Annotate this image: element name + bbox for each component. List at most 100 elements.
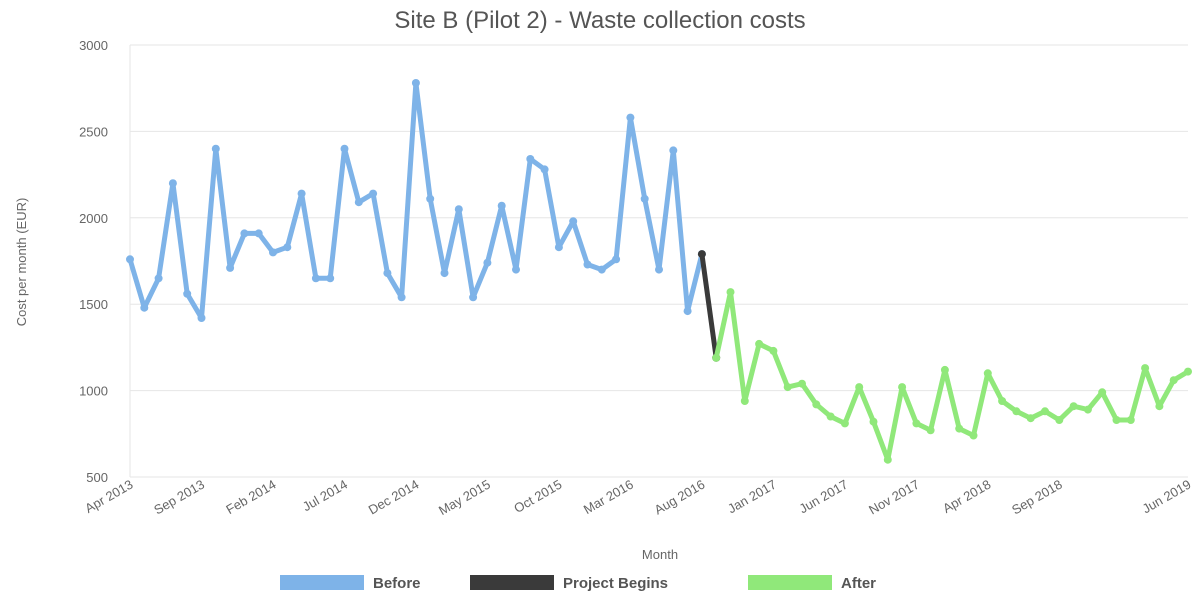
data-point: [969, 431, 978, 440]
x-axis-title: Month: [642, 547, 678, 562]
data-point: [726, 288, 735, 297]
legend-item: Project Begins: [470, 575, 668, 592]
data-point: [326, 274, 335, 283]
data-point: [311, 274, 320, 283]
series-layer: [126, 79, 1192, 464]
data-point: [755, 339, 764, 348]
data-point: [1069, 402, 1078, 411]
x-tick-label: Apr 2018: [940, 477, 993, 516]
data-point: [283, 243, 292, 252]
series-line: [127, 80, 705, 321]
data-point: [1126, 416, 1135, 424]
x-tick-label: Feb 2014: [223, 477, 278, 517]
data-point: [1169, 376, 1178, 385]
data-point: [211, 144, 220, 153]
data-point: [269, 248, 277, 257]
data-point: [183, 289, 192, 298]
y-tick-label: 1500: [79, 297, 108, 312]
x-tick-label: Sep 2013: [151, 477, 207, 518]
data-point: [554, 243, 563, 252]
data-point: [1098, 388, 1107, 397]
data-point: [855, 383, 864, 392]
data-point: [154, 274, 163, 283]
data-point: [583, 260, 592, 269]
data-point: [1112, 416, 1121, 424]
data-point: [354, 198, 363, 207]
y-axis: 500 1000 1500 2000 2500 3000: [79, 38, 108, 485]
data-point: [1041, 407, 1049, 416]
data-point: [655, 265, 663, 274]
data-point: [869, 417, 878, 426]
data-point: [612, 255, 621, 264]
series-line: [699, 251, 719, 361]
data-point: [597, 265, 606, 274]
data-point: [526, 155, 535, 163]
data-point: [712, 353, 721, 362]
legend-label: Before: [373, 575, 421, 592]
legend-swatch: [280, 575, 364, 590]
data-point: [483, 258, 492, 267]
series-line: [713, 289, 1191, 463]
data-point: [783, 383, 792, 392]
data-point: [983, 369, 992, 378]
data-point: [640, 194, 649, 203]
legend-swatch: [470, 575, 554, 590]
data-point: [898, 383, 907, 392]
data-point: [297, 189, 306, 198]
legend-label: Project Begins: [563, 575, 668, 592]
data-point: [140, 303, 149, 312]
data-point: [197, 314, 206, 322]
x-tick-label: Oct 2015: [511, 477, 564, 516]
data-point: [669, 146, 678, 155]
data-point: [1083, 405, 1092, 414]
data-point: [798, 379, 806, 388]
legend-item: After: [748, 575, 876, 592]
legend-swatch: [748, 575, 832, 590]
x-tick-label: Aug 2016: [652, 477, 708, 518]
data-point: [454, 205, 463, 214]
data-point: [1055, 416, 1064, 424]
data-point: [397, 293, 406, 302]
x-tick-label: Nov 2017: [866, 477, 922, 518]
x-tick-label: Jun 2019: [1140, 477, 1194, 517]
x-tick-label: Jan 2017: [725, 477, 779, 517]
data-point: [126, 255, 134, 264]
data-point: [926, 426, 935, 435]
x-axis: Apr 2013 Sep 2013 Feb 2014 Jul 2014 Dec 2014…: [82, 477, 1193, 519]
data-point: [240, 229, 249, 238]
legend-label: After: [841, 575, 876, 592]
data-point: [440, 269, 449, 278]
data-point: [826, 412, 835, 421]
y-tick-label: 1000: [79, 384, 108, 399]
y-axis-title: Cost per month (EUR): [14, 198, 29, 327]
data-point: [369, 189, 378, 198]
data-point: [497, 201, 506, 210]
data-point: [1141, 364, 1150, 373]
data-point: [812, 400, 821, 409]
data-point: [683, 307, 692, 316]
data-point: [168, 179, 177, 188]
data-point: [955, 424, 964, 433]
legend: Before Project Begins After: [280, 575, 876, 592]
data-point: [1026, 414, 1035, 423]
series-before: [126, 79, 706, 322]
x-tick-label: Mar 2016: [581, 477, 636, 517]
data-point: [840, 419, 849, 428]
data-point: [998, 397, 1007, 405]
data-point: [254, 229, 263, 238]
data-point: [740, 397, 749, 405]
data-point: [1155, 402, 1164, 411]
data-point: [697, 250, 706, 259]
data-point: [569, 217, 578, 226]
x-tick-label: Jun 2017: [797, 477, 851, 517]
x-tick-label: May 2015: [436, 477, 493, 519]
data-point: [912, 419, 921, 428]
chart-title: Site B (Pilot 2) - Waste collection cost…: [394, 7, 805, 34]
series-after: [712, 288, 1192, 464]
x-tick-label: Dec 2014: [366, 477, 422, 518]
data-point: [383, 269, 392, 278]
data-point: [883, 455, 892, 464]
data-point: [426, 194, 435, 203]
data-point: [340, 144, 349, 153]
data-point: [1184, 367, 1192, 376]
